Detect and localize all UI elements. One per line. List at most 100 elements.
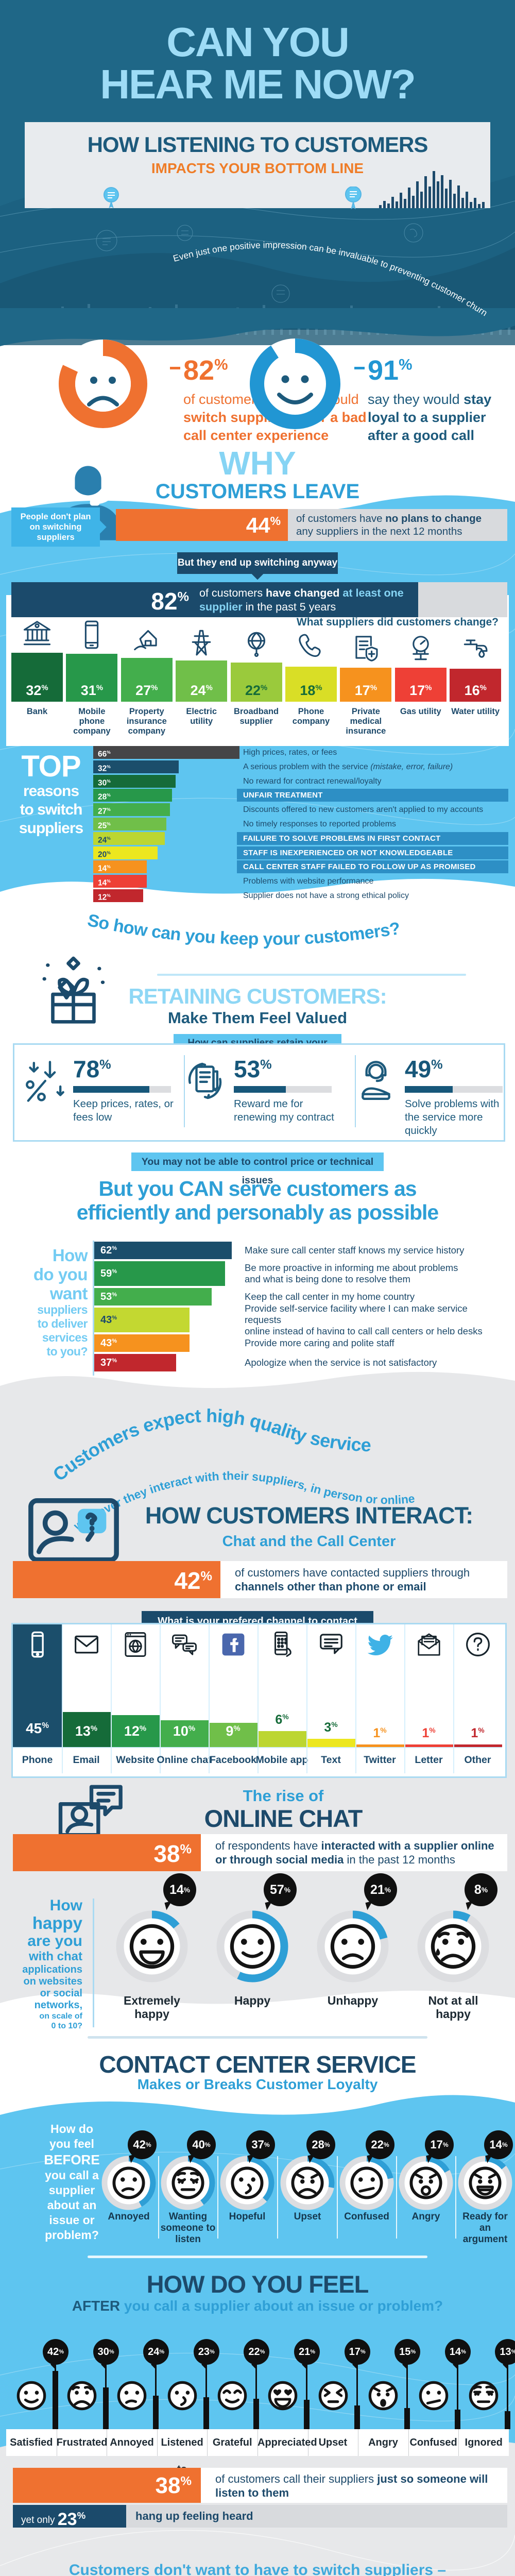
deliver-bar: 43% xyxy=(94,1308,190,1332)
interact-stat-value: 42% xyxy=(174,1567,212,1595)
online-chat-stat-number: 38 xyxy=(153,1840,180,1867)
before-question-line: you call a xyxy=(45,2168,99,2182)
pylon-icon xyxy=(185,625,217,657)
after-question: AFTER you call a supplier about an issue… xyxy=(72,2298,443,2314)
supplier-bar: 17% xyxy=(340,667,392,702)
channel-column: 45% Phone xyxy=(13,1624,62,1773)
switch-anyway-text: But they end up switching anyway xyxy=(177,557,338,568)
reason-highlight-strip: CALL CENTER STAFF FAILED TO FOLLOW UP AS… xyxy=(237,860,508,874)
after-face xyxy=(315,2378,351,2414)
before-bubble: 40% xyxy=(187,2130,216,2159)
online-chat-stat-value: 38% xyxy=(153,1840,192,1868)
reason-value: 12% xyxy=(98,893,111,902)
after-face xyxy=(214,2378,250,2414)
stat-good-text: say they would stay loyal to a supplier … xyxy=(368,392,492,443)
after-bar xyxy=(203,2397,209,2429)
happiness-bubble: 21% xyxy=(364,1873,397,1906)
why-title-dark: CUSTOMERS LEAVE xyxy=(155,480,360,503)
deliver-value: 62% xyxy=(100,1244,117,1256)
channel-label: Online chat xyxy=(157,1754,212,1766)
letter-icon xyxy=(415,1631,443,1658)
happy-face-donut xyxy=(241,330,349,438)
before-question-line: you feel xyxy=(49,2137,94,2150)
before-face xyxy=(168,2163,208,2203)
retain-progress-track xyxy=(405,1086,503,1093)
browser-globe-icon xyxy=(122,1631,149,1658)
before-face xyxy=(406,2163,446,2203)
before-question-line: BEFORE xyxy=(44,2152,100,2167)
retain-progress-fill xyxy=(73,1086,150,1093)
retain-divider xyxy=(157,974,466,976)
before-question-line: about an xyxy=(47,2198,97,2212)
channel-value: 12% xyxy=(124,1723,147,1739)
phone-solid-icon xyxy=(24,1631,52,1658)
contract-icon xyxy=(182,1058,228,1104)
deliver-question-line: services xyxy=(42,1331,88,1344)
channel-value: 13% xyxy=(75,1723,98,1739)
curved-quote: Even just one positive impression can be… xyxy=(172,240,489,318)
listen-stat-percent-sign: % xyxy=(180,2474,192,2488)
reason-label: Problems with website performance xyxy=(243,877,374,886)
chat-bubbles-icon xyxy=(170,1631,198,1658)
reason-highlight-strip: UNFAIR TREATMENT xyxy=(237,789,508,802)
channel-column: 12% Website xyxy=(111,1624,160,1773)
reason-bar: 12% xyxy=(93,889,144,902)
reason-bar: 28% xyxy=(93,789,172,802)
after-label: Angry xyxy=(358,2429,409,2456)
supplier-bar: 18% xyxy=(285,666,337,702)
mobile-phone-icon xyxy=(76,619,108,651)
preferred-channel-chart: 45% Phone 13% Email 12% Website 10% Online chat… xyxy=(13,1624,502,1773)
before-bubble: 17% xyxy=(425,2130,454,2159)
reason-value: 24% xyxy=(98,835,111,845)
globe-icon xyxy=(241,628,272,659)
after-bubble: 23% xyxy=(193,2339,219,2365)
online-chat-stat-bar: 38% xyxy=(13,1834,201,1871)
supplier-value: 32% xyxy=(26,682,48,698)
why-title-light: WHY xyxy=(219,445,296,482)
listen-stat-value: 38% xyxy=(156,2473,192,2499)
deliver-label: Keep the call center in my home country xyxy=(245,1291,415,1302)
channel-value: 1% xyxy=(373,1726,387,1740)
supplier-column: 31% Mobile phone company xyxy=(66,597,118,746)
serve-heading-line2: efficiently and personably as possible xyxy=(76,1200,439,1224)
retain-separator-2 xyxy=(355,1055,356,1127)
bank-icon xyxy=(21,618,53,650)
before-bubble: 28% xyxy=(306,2130,335,2159)
reason-bar: 27% xyxy=(93,803,170,817)
channel-value: 45% xyxy=(26,1720,49,1736)
retain-progress-fill xyxy=(405,1086,453,1093)
before-separator xyxy=(217,2156,218,2239)
online-chat-stat-text: of respondents have interacted with a su… xyxy=(215,1839,494,1866)
supplier-value: 31% xyxy=(80,682,104,698)
no-plans-number: 44 xyxy=(246,513,270,537)
happiness-face xyxy=(225,1919,280,1974)
reason-value: 14% xyxy=(98,878,111,888)
deliver-bar: 62% xyxy=(94,1242,232,1259)
after-pin-line xyxy=(406,2353,408,2429)
deliver-label: Make sure call center staff knows my ser… xyxy=(245,1245,465,1256)
channel-bar xyxy=(259,1731,306,1747)
stat-bad-number: 82 xyxy=(183,355,215,386)
switch-anyway-box: But they end up switching anyway xyxy=(177,552,338,580)
reason-label: No timely responses to reported problems xyxy=(243,820,397,828)
happiness-question-line: are you xyxy=(27,1933,82,1950)
supplier-column: 18% Phone company xyxy=(285,597,337,746)
channel-column: 13% Email xyxy=(62,1624,111,1773)
stat-good-number: 91 xyxy=(368,355,399,386)
sad-face-donut xyxy=(52,332,154,435)
deliver-row: 59% Be more proactive in informing me abo… xyxy=(94,1261,507,1286)
listen-stat-text-box: of customers call their suppliers just s… xyxy=(201,2468,507,2503)
envelope-icon xyxy=(73,1631,100,1658)
channel-bar xyxy=(356,1744,404,1747)
divider-before-after xyxy=(88,2256,427,2258)
retain-progress-track xyxy=(234,1086,332,1093)
deliver-value: 37% xyxy=(100,1357,117,1368)
deliver-label: Provide self-service facility where I ca… xyxy=(245,1303,483,1336)
channel-column: 1% Other xyxy=(453,1624,502,1773)
channel-label: Mobile app xyxy=(255,1754,308,1766)
stat-bad-tick xyxy=(170,367,180,369)
reason-label: Supplier does not have a strong ethical … xyxy=(243,891,409,900)
retain-progress-track xyxy=(73,1086,171,1093)
reason-row: 25% No timely responses to reported probl… xyxy=(93,818,508,831)
after-bubble: 42% xyxy=(43,2339,68,2365)
